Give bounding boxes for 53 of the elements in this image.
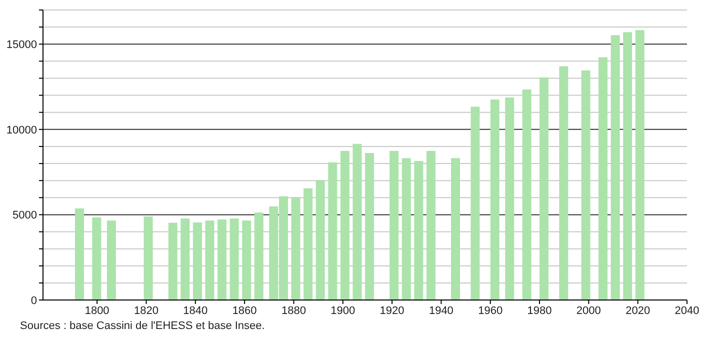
bar (470, 106, 480, 300)
bar (610, 35, 620, 300)
source-note: Sources : base Cassini de l'EHESS et base Insee. (20, 320, 265, 332)
bar (316, 180, 325, 300)
bar (340, 150, 350, 300)
x-tick-label: 1860 (232, 304, 257, 317)
bar (180, 218, 190, 300)
x-tick-label: 1960 (478, 304, 503, 317)
x-tick-label: 1920 (380, 304, 404, 317)
bar (328, 162, 338, 300)
bar (451, 158, 460, 300)
bar (254, 212, 264, 300)
y-tick-label: 10000 (6, 124, 37, 136)
bar (168, 222, 178, 300)
y-tick-label: 0 (30, 294, 37, 307)
bar (505, 98, 514, 300)
x-tick-label: 1980 (527, 304, 552, 317)
bar (92, 217, 102, 300)
bar (581, 70, 590, 300)
bar (365, 152, 374, 300)
bar (74, 208, 84, 300)
bar (352, 144, 362, 300)
bar (192, 222, 202, 300)
bar (540, 77, 549, 300)
bar (106, 220, 116, 300)
bar (559, 66, 568, 300)
y-tick-label: 5000 (12, 210, 37, 222)
x-tick-label: 2000 (576, 304, 601, 317)
bar (414, 160, 424, 300)
x-tick-label: 2040 (674, 304, 700, 317)
x-tick-label: 1900 (330, 304, 356, 317)
bar (218, 219, 227, 300)
bar (242, 220, 252, 300)
x-tick-label: 1880 (281, 304, 306, 317)
bar (490, 100, 500, 300)
y-tick-label: 15000 (6, 39, 37, 52)
bar (390, 150, 399, 300)
bar (623, 32, 632, 300)
bar (522, 89, 532, 300)
x-tick-label: 1940 (428, 304, 454, 317)
x-tick-label: 1820 (134, 304, 158, 317)
bar (426, 150, 436, 300)
bar (230, 218, 239, 300)
x-tick-label: 2020 (626, 304, 650, 317)
bar (635, 30, 644, 300)
x-tick-label: 1840 (183, 304, 208, 317)
bar (205, 220, 214, 300)
bar (144, 216, 153, 300)
x-tick-label: 1800 (84, 304, 110, 317)
bar (402, 158, 411, 300)
bar (291, 197, 300, 300)
bar (598, 57, 608, 300)
bar (304, 188, 313, 300)
